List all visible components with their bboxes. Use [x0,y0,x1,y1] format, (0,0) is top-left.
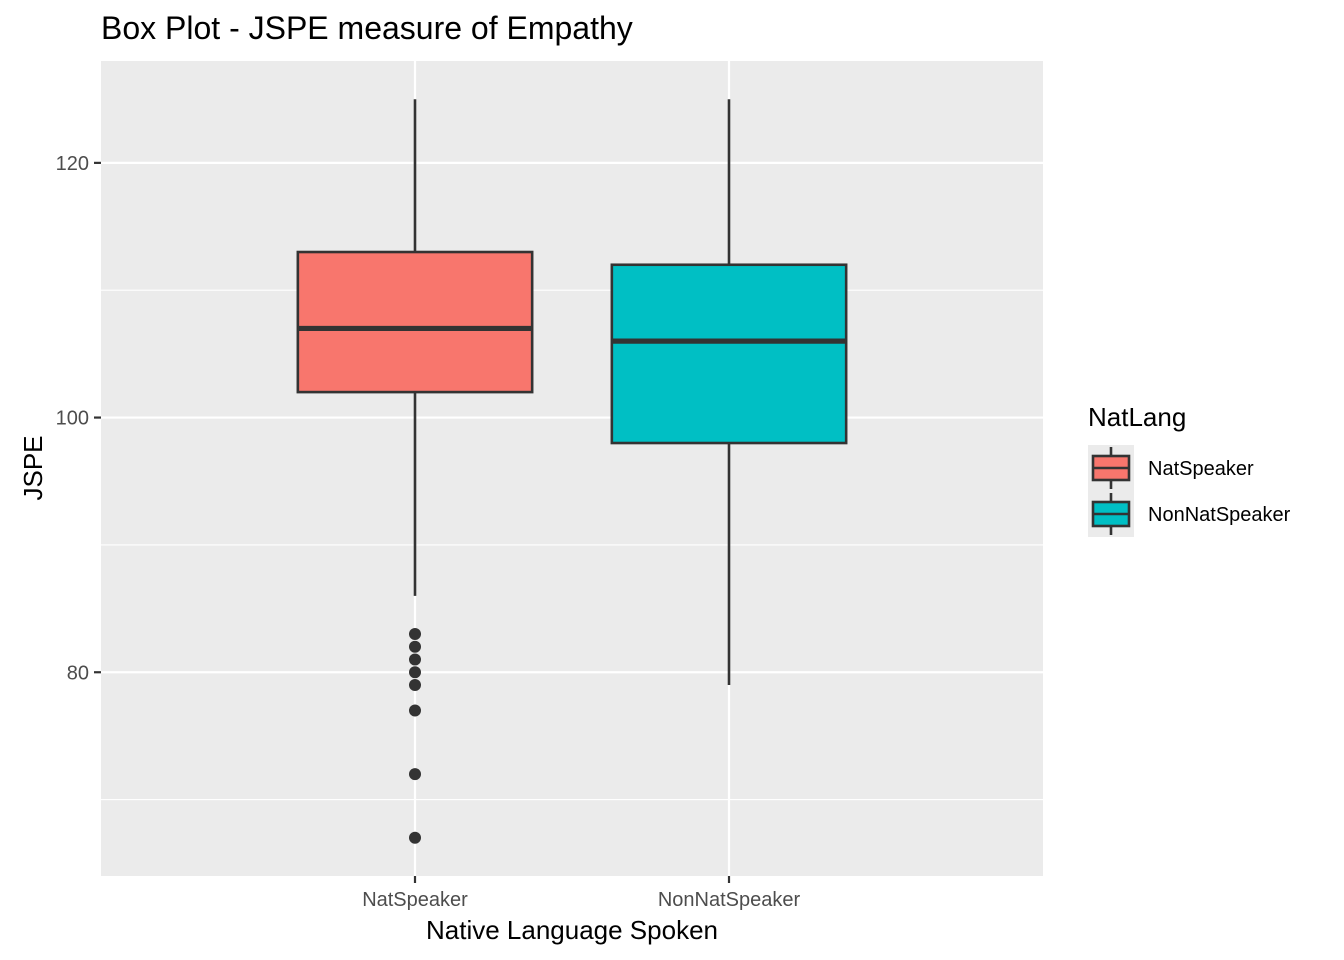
y-tick-label: 80 [67,662,89,684]
outlier-point [409,628,421,641]
x-tick-label: NatSpeaker [362,889,468,911]
x-axis-title: Native Language Spoken [426,915,718,945]
data-layer [296,99,848,844]
box-body [296,250,534,394]
outlier-point [409,678,421,691]
legend-label: NonNatSpeaker [1148,504,1291,526]
outlier-point [409,831,421,844]
axis-layer: 80 100 120 NatSpeaker NonNatSpeaker [56,153,801,911]
y-axis-title: JSPE [18,435,48,500]
box-NonNatSpeaker [610,99,848,685]
outlier-point [409,704,421,717]
legend-entry-NonNatSpeaker: NonNatSpeaker [1088,491,1291,537]
outlier-point [409,666,421,679]
legend: NatLang NatSpeaker NonNatSpeaker [1088,402,1291,537]
y-tick-label: 100 [56,408,89,430]
x-tick-label: NonNatSpeaker [658,889,801,911]
plot-panel [101,61,1043,876]
legend-entry-NatSpeaker: NatSpeaker [1088,445,1254,491]
outlier-point [409,653,421,666]
box-NatSpeaker [296,99,534,844]
box-body [610,263,848,445]
outlier-point [409,640,421,653]
chart-title: Box Plot - JSPE measure of Empathy [101,10,633,46]
outlier-point [409,768,421,781]
legend-label: NatSpeaker [1148,458,1254,480]
legend-title: NatLang [1088,402,1186,432]
y-tick-label: 120 [56,153,89,175]
